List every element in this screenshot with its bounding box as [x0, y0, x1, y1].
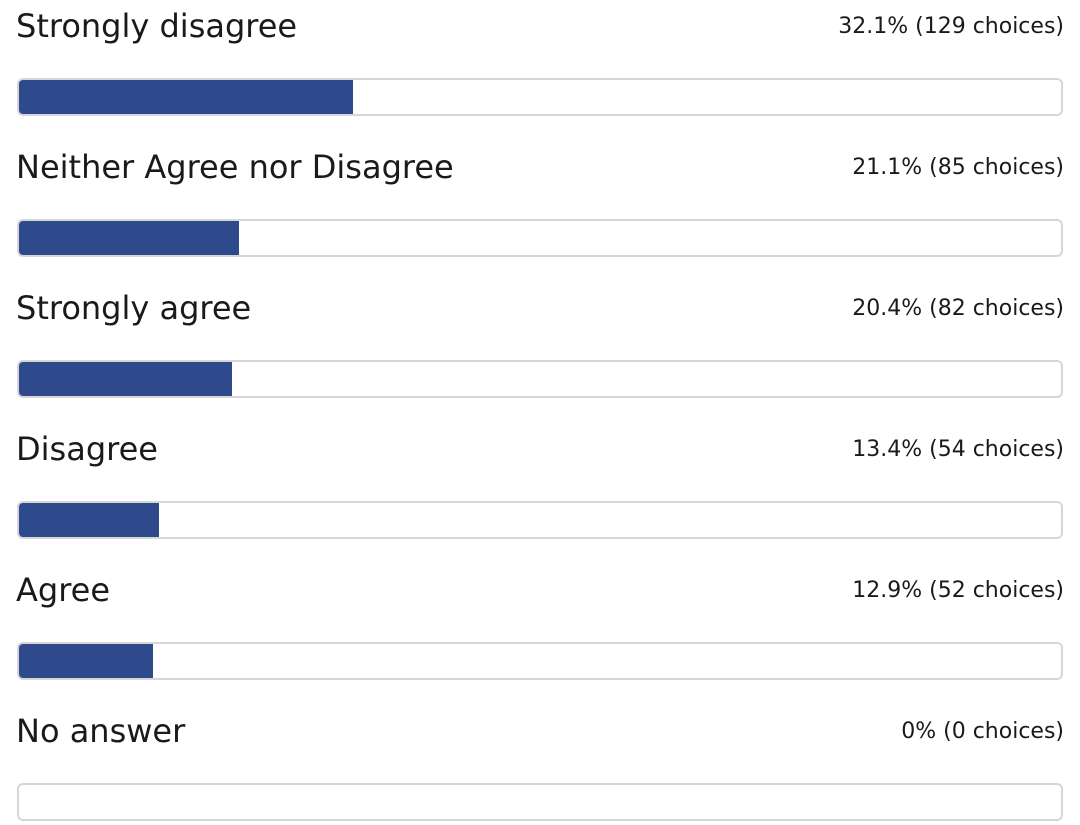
bar-fill — [19, 221, 239, 255]
result-row-strongly-disagree: Strongly disagree 32.1% (129 choices) — [0, 0, 1080, 120]
option-stats: 32.1% (129 choices) — [838, 14, 1064, 39]
bar-fill — [19, 80, 354, 114]
bar-track — [17, 219, 1063, 257]
bar-track — [17, 783, 1063, 821]
option-label: Agree — [16, 571, 111, 609]
result-row-agree: Agree 12.9% (52 choices) — [0, 564, 1080, 684]
bar-fill — [19, 644, 154, 678]
result-row-disagree: Disagree 13.4% (54 choices) — [0, 423, 1080, 543]
bar-track — [17, 642, 1063, 680]
bar-track — [17, 501, 1063, 539]
option-label: Disagree — [16, 430, 158, 468]
bar-fill — [19, 503, 159, 537]
result-row-strongly-agree: Strongly agree 20.4% (82 choices) — [0, 282, 1080, 402]
option-stats: 12.9% (52 choices) — [852, 578, 1064, 603]
option-stats: 13.4% (54 choices) — [852, 437, 1064, 462]
option-stats: 0% (0 choices) — [901, 719, 1064, 744]
bar-track — [17, 360, 1063, 398]
option-label: Neither Agree nor Disagree — [16, 148, 454, 186]
result-row-no-answer: No answer 0% (0 choices) — [0, 705, 1080, 825]
option-label: No answer — [16, 712, 186, 750]
result-row-neither-agree-nor-disagree: Neither Agree nor Disagree 21.1% (85 cho… — [0, 141, 1080, 261]
option-stats: 20.4% (82 choices) — [852, 296, 1064, 321]
bar-fill — [19, 362, 232, 396]
option-label: Strongly agree — [16, 289, 252, 327]
bar-track — [17, 78, 1063, 116]
option-label: Strongly disagree — [16, 7, 298, 45]
option-stats: 21.1% (85 choices) — [852, 155, 1064, 180]
